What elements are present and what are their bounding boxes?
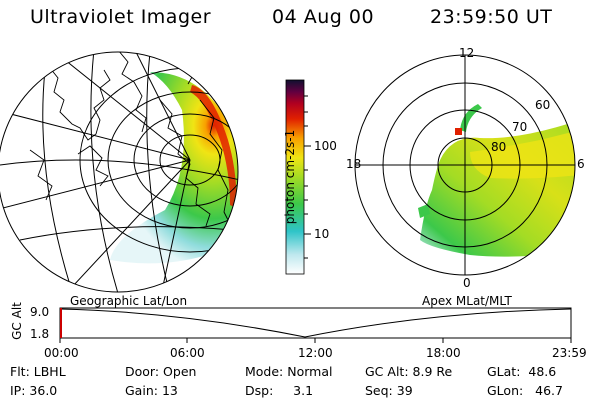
- timeline-xtick-1800: 18:00: [426, 346, 461, 360]
- mlat-label-80: 80: [491, 140, 507, 154]
- aurora-peak-band: [190, 85, 237, 208]
- info-mode: Mode: Normal: [245, 364, 333, 379]
- mlt-label-12: 12: [459, 46, 475, 60]
- timeline-ytick-bottom: 1.8: [30, 327, 50, 341]
- timeline-xtick-1200: 12:00: [298, 346, 333, 360]
- timeline-xtick-0600: 06:00: [170, 346, 205, 360]
- mlat-label-70: 70: [512, 120, 528, 134]
- info-gain: Gain: 13: [125, 383, 178, 398]
- info-seq: Seq: 39: [365, 383, 413, 398]
- info-flt: Flt: LBHL: [10, 364, 66, 379]
- timeline-xtick-2359: 23:59: [552, 346, 587, 360]
- mlt-label-6: 6: [577, 157, 585, 171]
- colorbar: [285, 79, 305, 275]
- app-title: Ultraviolet Imager: [30, 6, 212, 28]
- info-ip: IP: 36.0: [10, 383, 58, 398]
- altitude-curve: [59, 308, 572, 338]
- mlat-label-60: 60: [535, 98, 551, 112]
- right-panel-caption: Apex MLat/MLT: [422, 294, 512, 308]
- timeline-ytick-top: 9.0: [30, 305, 50, 319]
- mlt-label-18: 18: [346, 157, 362, 171]
- timeline-ylabel: GC Alt: [10, 302, 24, 340]
- info-gc-alt: GC Alt: 8.9 Re: [365, 364, 453, 379]
- info-glon: GLon: 46.7: [487, 383, 563, 398]
- colorbar-tick-100: 100: [314, 139, 337, 153]
- colorbar-tick-10: 10: [314, 227, 330, 241]
- globe-limb: [0, 51, 239, 293]
- polar-grid: [354, 54, 576, 276]
- info-door: Door: Open: [125, 364, 197, 379]
- left-panel-caption: Geographic Lat/Lon: [70, 294, 188, 308]
- info-glat: GLat: 48.6: [487, 364, 557, 379]
- timeline-plot: [59, 307, 572, 343]
- date-label: 04 Aug 00: [272, 6, 375, 28]
- colorbar-label: photon cm-2s-1: [283, 129, 297, 225]
- time-label: 23:59:50 UT: [430, 6, 553, 28]
- colorbar-ticks: [304, 95, 311, 259]
- info-dsp: Dsp: 3.1: [245, 383, 314, 398]
- geographic-globe: [0, 52, 238, 292]
- polar-plot: [418, 104, 575, 257]
- mlt-label-0: 0: [463, 276, 471, 290]
- timeline-xtick-0000: 00:00: [44, 346, 79, 360]
